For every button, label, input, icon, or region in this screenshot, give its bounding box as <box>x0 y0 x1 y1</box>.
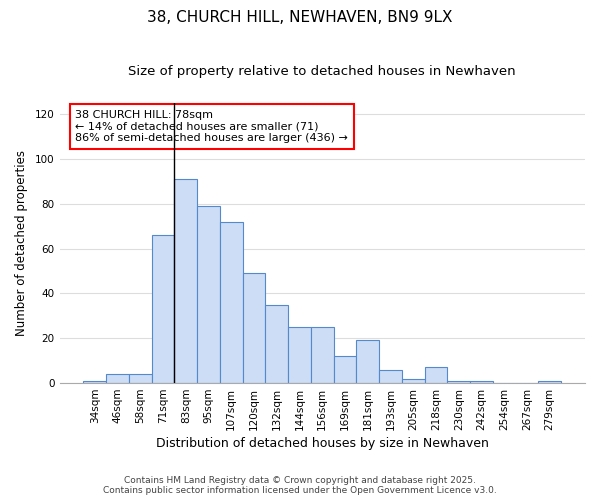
Bar <box>538 381 561 383</box>
Bar <box>379 370 402 383</box>
Bar <box>265 304 288 383</box>
Bar <box>288 327 311 383</box>
Text: 38, CHURCH HILL, NEWHAVEN, BN9 9LX: 38, CHURCH HILL, NEWHAVEN, BN9 9LX <box>147 10 453 25</box>
Bar <box>129 374 152 383</box>
Title: Size of property relative to detached houses in Newhaven: Size of property relative to detached ho… <box>128 65 516 78</box>
Bar <box>448 381 470 383</box>
Bar <box>175 179 197 383</box>
Bar <box>220 222 242 383</box>
Bar <box>356 340 379 383</box>
Bar <box>152 235 175 383</box>
Bar <box>197 206 220 383</box>
Bar <box>311 327 334 383</box>
Bar <box>242 273 265 383</box>
Bar <box>402 378 425 383</box>
Y-axis label: Number of detached properties: Number of detached properties <box>15 150 28 336</box>
Text: Contains HM Land Registry data © Crown copyright and database right 2025.
Contai: Contains HM Land Registry data © Crown c… <box>103 476 497 495</box>
Bar <box>334 356 356 383</box>
Text: 38 CHURCH HILL: 78sqm
← 14% of detached houses are smaller (71)
86% of semi-deta: 38 CHURCH HILL: 78sqm ← 14% of detached … <box>76 110 348 143</box>
X-axis label: Distribution of detached houses by size in Newhaven: Distribution of detached houses by size … <box>156 437 489 450</box>
Bar <box>106 374 129 383</box>
Bar <box>470 381 493 383</box>
Bar <box>425 368 448 383</box>
Bar <box>83 381 106 383</box>
